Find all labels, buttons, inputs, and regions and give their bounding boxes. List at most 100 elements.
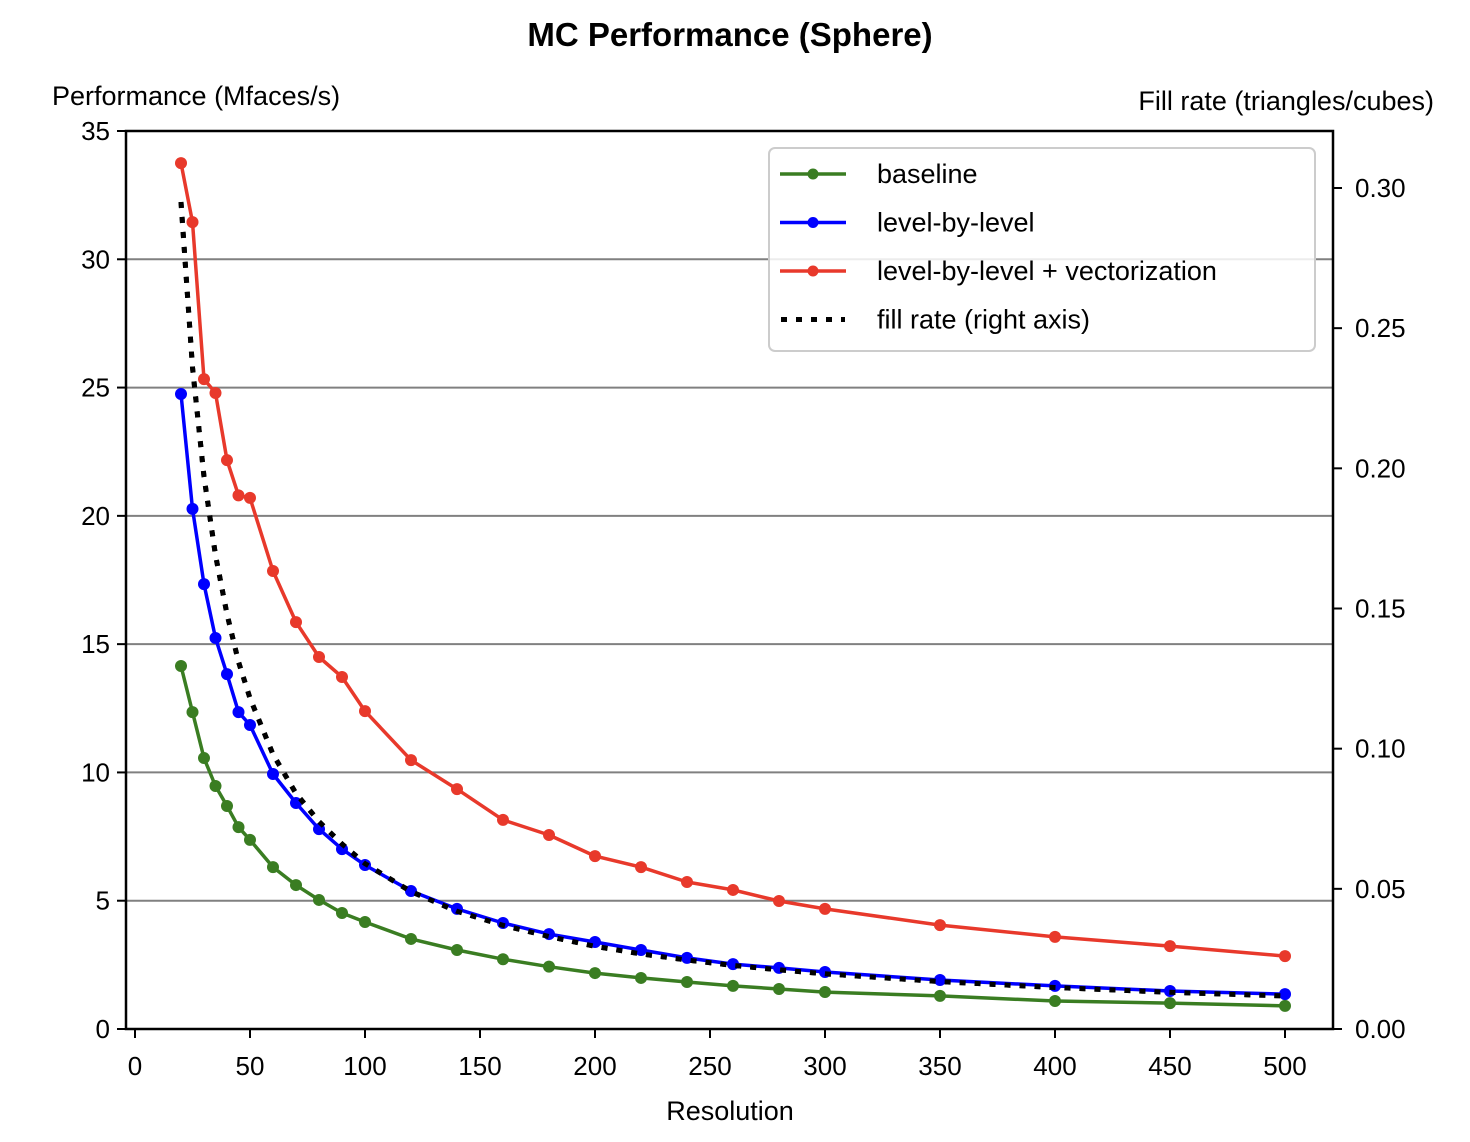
data-point	[1279, 988, 1291, 1001]
y2-tick-label: 0.15	[1355, 594, 1406, 624]
x-tick-label: 450	[1148, 1051, 1191, 1081]
x-tick-label: 50	[236, 1051, 265, 1081]
data-point	[232, 706, 245, 719]
y2-tick-label: 0.20	[1355, 453, 1406, 483]
legend-marker	[807, 265, 819, 277]
data-point	[336, 907, 348, 920]
data-point	[681, 951, 693, 964]
legend-marker	[807, 168, 819, 180]
data-point	[1164, 997, 1176, 1010]
data-point	[681, 875, 693, 888]
y-tick-label: 20	[81, 501, 110, 531]
legend-label: level-by-level + vectorization	[877, 256, 1217, 286]
y2-tick-label: 0.00	[1355, 1014, 1406, 1044]
data-point	[313, 893, 325, 906]
data-point	[244, 833, 256, 846]
legend-item: baseline	[780, 159, 978, 189]
data-point	[232, 821, 245, 834]
data-point	[267, 767, 279, 780]
legend-label: level-by-level	[877, 208, 1035, 238]
y2-tick-label: 0.05	[1355, 874, 1406, 904]
series-level-by-level-vectorization	[175, 157, 1291, 963]
fill-rate-line-overlay	[178, 201, 1286, 999]
y2-tick-label: 0.30	[1355, 173, 1406, 203]
data-point	[359, 705, 371, 718]
data-point	[209, 780, 222, 793]
data-point	[198, 752, 210, 765]
y-tick-label: 25	[81, 373, 110, 403]
data-point	[1164, 940, 1176, 953]
x-axis: 0 50 100 150 200 250 300 350 400 450 500	[128, 1029, 1307, 1081]
data-point	[773, 982, 785, 995]
data-point	[186, 706, 199, 719]
x-axis-label: Resolution	[666, 1096, 794, 1126]
data-point	[635, 861, 647, 874]
legend: baseline level-by-level level-by-level + v…	[768, 147, 1316, 352]
data-point	[290, 879, 302, 892]
legend-marker	[807, 217, 819, 228]
data-point	[198, 578, 210, 591]
data-point	[221, 668, 233, 681]
legend-label: baseline	[877, 159, 978, 189]
chart-title: MC Performance (Sphere)	[527, 16, 932, 53]
data-point	[727, 979, 739, 992]
data-point	[244, 491, 256, 504]
data-point	[543, 829, 555, 842]
data-point	[175, 157, 187, 170]
y-tick-label: 35	[81, 116, 110, 146]
data-point	[681, 976, 693, 989]
data-point	[934, 919, 946, 932]
data-point	[186, 502, 199, 515]
data-point	[497, 953, 509, 966]
legend-box	[768, 147, 1316, 352]
data-point	[1049, 995, 1061, 1008]
data-point	[497, 813, 509, 826]
data-point	[267, 861, 279, 874]
series-line	[179, 665, 1286, 1008]
data-point	[589, 850, 601, 863]
data-point	[1279, 999, 1291, 1012]
y-tick-label: 30	[81, 244, 110, 274]
data-point	[267, 565, 279, 578]
y-tick-label: 10	[81, 757, 110, 787]
x-tick-label: 200	[573, 1051, 616, 1081]
legend-item: level-by-level	[780, 208, 1035, 238]
x-tick-label: 250	[688, 1051, 731, 1081]
data-point	[635, 971, 647, 984]
data-point	[175, 659, 187, 672]
data-point	[934, 989, 946, 1002]
data-point	[290, 616, 302, 629]
data-point	[336, 670, 348, 683]
data-point	[773, 894, 785, 907]
data-point	[934, 973, 946, 986]
x-tick-label: 150	[458, 1051, 501, 1081]
data-point	[1049, 930, 1061, 943]
y-tick-label: 15	[81, 629, 110, 659]
data-point	[244, 718, 256, 731]
data-point	[175, 387, 187, 400]
data-point	[359, 916, 371, 929]
data-point	[209, 631, 222, 644]
y-tick-label: 5	[96, 886, 110, 916]
series-line	[179, 162, 1286, 958]
data-point	[232, 489, 245, 502]
x-tick-label: 350	[918, 1051, 961, 1081]
legend-item: fill rate (right axis)	[781, 305, 1090, 335]
data-point	[405, 884, 417, 897]
y2-tick-label: 0.10	[1355, 734, 1406, 764]
data-point	[451, 783, 463, 796]
data-point	[451, 943, 463, 956]
data-point	[405, 932, 417, 945]
y-axis: 0 5 10 15 20 25 30 35	[81, 116, 126, 1044]
data-point	[635, 943, 647, 956]
data-point	[186, 216, 199, 229]
y-axis-label: Performance (Mfaces/s)	[52, 81, 340, 111]
x-tick-label: 400	[1033, 1051, 1076, 1081]
series-baseline	[175, 659, 1291, 1012]
data-point	[1279, 950, 1291, 963]
data-point	[221, 800, 233, 813]
data-point	[819, 902, 831, 915]
y-tick-label: 0	[96, 1014, 110, 1044]
y2-axis: 0.00 0.05 0.10 0.15 0.20 0.25 0.30	[1333, 173, 1406, 1044]
